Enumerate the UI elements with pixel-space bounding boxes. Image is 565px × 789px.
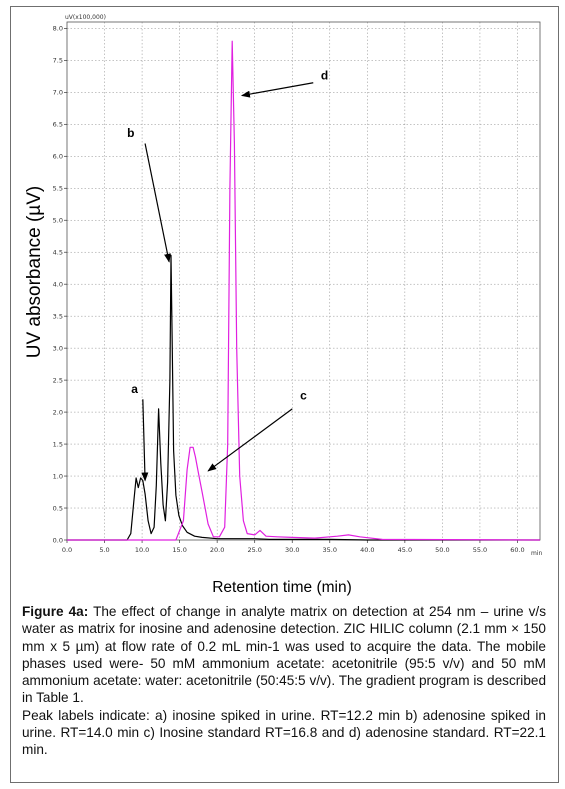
series-line-1 bbox=[67, 254, 540, 541]
y-tick-label: 3.0 bbox=[53, 344, 63, 352]
peak-label-a: a bbox=[131, 382, 138, 396]
x-tick-label: 10.0 bbox=[135, 546, 149, 554]
y-tick-label: 2.0 bbox=[53, 408, 63, 416]
annotation-layer: a b c d bbox=[127, 69, 328, 482]
y-tick-label: 4.5 bbox=[53, 249, 63, 257]
y-tick-label: 6.0 bbox=[53, 153, 63, 161]
series-layer bbox=[67, 40, 541, 541]
y-unit-label: uV(x100,000) bbox=[65, 14, 106, 21]
y-tick-label: 1.0 bbox=[53, 472, 63, 480]
x-tick-label: 0.0 bbox=[62, 546, 72, 554]
peak-label-d: d bbox=[321, 69, 328, 83]
x-tick-label: 25.0 bbox=[247, 546, 261, 554]
caption-main: Figure 4a: The effect of change in analy… bbox=[22, 603, 546, 707]
x-tick-label: 50.0 bbox=[435, 546, 449, 554]
x-tick-label: 15.0 bbox=[172, 546, 186, 554]
plot-border bbox=[66, 21, 541, 541]
y-tick-label: 3.5 bbox=[53, 312, 63, 320]
x-tick-label: 45.0 bbox=[398, 546, 412, 554]
y-tick-label: 6.5 bbox=[53, 121, 63, 129]
peak-label-c: c bbox=[300, 388, 307, 402]
figure-frame bbox=[10, 6, 559, 783]
grid-layer bbox=[67, 22, 540, 540]
x-tick-label: 5.0 bbox=[99, 546, 109, 554]
y-axis-title: UV absorbance (µV) bbox=[24, 186, 45, 359]
x-tick-label: 60.0 bbox=[510, 546, 524, 554]
y-tick-label: 0.5 bbox=[53, 504, 63, 512]
x-tick-label: 40.0 bbox=[360, 546, 374, 554]
peak-label-b: b bbox=[127, 126, 134, 140]
y-tick-label: 7.5 bbox=[53, 57, 63, 65]
y-tick-label: 2.5 bbox=[53, 376, 63, 384]
peak-arrow-a bbox=[141, 399, 149, 482]
figure-label: Figure 4a: bbox=[22, 604, 89, 619]
x-tick-label: 35.0 bbox=[323, 546, 337, 554]
caption-peaks: Peak labels indicate: a) inosine spiked … bbox=[22, 707, 546, 758]
tick-layer: 0.0 0.5 1.0 1.5 2.0 2.5 3.0 3.5 4.0 4.5 5.0 5.5 6.0 6… bbox=[53, 25, 525, 554]
caption-text: The effect of change in analyte matrix o… bbox=[22, 604, 546, 706]
y-tick-label: 7.0 bbox=[53, 89, 63, 97]
x-axis-title: Retention time (min) bbox=[212, 579, 352, 596]
chromatogram-chart: 0.0 0.5 1.0 1.5 2.0 2.5 3.0 3.5 4.0 4.5 5.0 5.5 6.0 6… bbox=[24, 14, 543, 596]
y-tick-label: 1.5 bbox=[53, 440, 63, 448]
y-tick-label: 4.0 bbox=[53, 280, 63, 288]
x-tick-label: 30.0 bbox=[285, 546, 299, 554]
x-tick-label: 55.0 bbox=[473, 546, 487, 554]
x-unit-label: min bbox=[531, 550, 543, 557]
y-tick-label: 5.5 bbox=[53, 185, 63, 193]
figure-caption: Figure 4a: The effect of change in analy… bbox=[22, 603, 546, 759]
peak-arrow-d bbox=[240, 82, 314, 98]
y-tick-label: 8.0 bbox=[53, 25, 63, 33]
peak-arrow-c bbox=[207, 408, 293, 472]
peak-arrow-b bbox=[144, 143, 171, 263]
series-line-2 bbox=[67, 40, 541, 541]
y-tick-label: 0.0 bbox=[53, 536, 63, 544]
y-tick-label: 5.0 bbox=[53, 217, 63, 225]
x-tick-label: 20.0 bbox=[210, 546, 224, 554]
